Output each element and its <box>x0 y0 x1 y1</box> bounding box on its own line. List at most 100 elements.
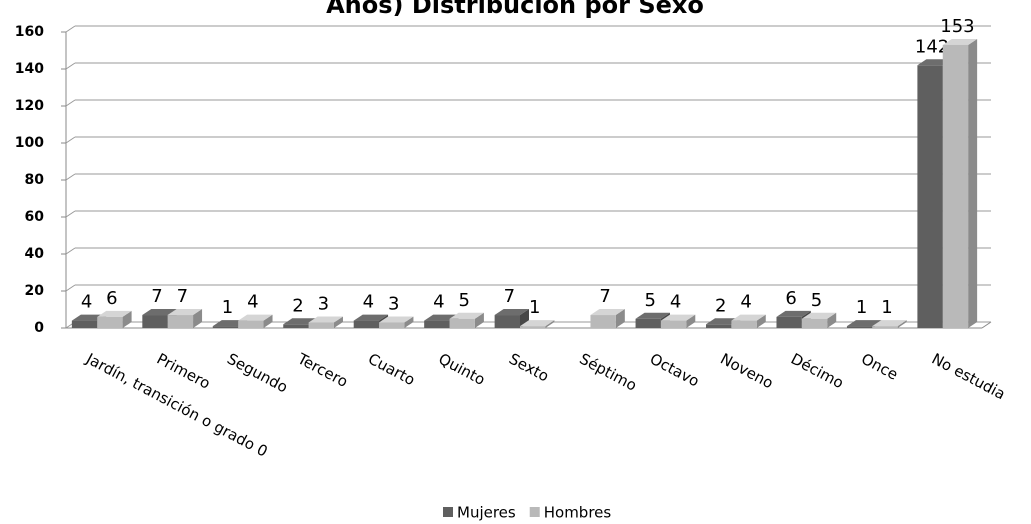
data-label: 5 <box>458 290 469 311</box>
data-label: 142 <box>915 36 949 57</box>
bar <box>167 309 203 328</box>
x-tick-label: Sexto <box>506 350 552 386</box>
bar-top <box>238 314 273 321</box>
data-label: 6 <box>785 288 796 309</box>
data-label: 1 <box>881 297 892 318</box>
bar-side <box>474 312 484 328</box>
data-label: 1 <box>529 297 540 318</box>
bar <box>238 314 273 328</box>
data-label: 7 <box>599 286 610 307</box>
x-tick-label: Octavo <box>647 350 702 391</box>
data-label: 3 <box>318 293 329 314</box>
data-label: 4 <box>363 292 374 313</box>
y-tick-label: 60 <box>25 209 45 225</box>
bar-front <box>449 318 475 328</box>
x-tick-label: Once <box>858 350 901 384</box>
bar-top <box>776 310 811 317</box>
bar-top <box>520 320 555 327</box>
x-tick-label: Tercero <box>294 349 351 391</box>
legend-swatch <box>443 507 453 517</box>
x-tick-label: Noveno <box>717 350 776 393</box>
data-label: 7 <box>177 286 188 307</box>
x-tick-label: Séptimo <box>576 350 639 395</box>
bar-front <box>520 326 546 328</box>
data-label: 2 <box>715 295 726 316</box>
bar-side <box>615 309 625 328</box>
data-label: 4 <box>670 292 681 313</box>
y-tick-label: 140 <box>15 61 44 77</box>
floor-edge <box>981 321 992 329</box>
bar-top <box>590 309 625 316</box>
grid-wall <box>65 25 76 33</box>
y-tick-label: 80 <box>25 172 45 188</box>
bar-front <box>801 318 828 328</box>
data-label: 3 <box>388 293 399 314</box>
bar-top <box>635 312 670 319</box>
bar-top <box>167 309 203 316</box>
data-label: 7 <box>504 286 515 307</box>
data-label: 4 <box>247 292 258 313</box>
grid-wall <box>65 99 76 107</box>
bar-front <box>142 315 168 328</box>
bar-front <box>308 322 334 328</box>
grid-wall <box>65 247 76 255</box>
data-label: 4 <box>740 292 751 313</box>
grid-wall <box>65 210 76 218</box>
grid-wall <box>65 173 76 181</box>
bar-front <box>590 315 616 328</box>
legend-label: Hombres <box>544 504 612 522</box>
data-label: 153 <box>940 16 974 37</box>
data-label: 4 <box>81 292 92 313</box>
bar-side <box>968 38 978 328</box>
data-label: 7 <box>151 286 162 307</box>
bar-side <box>756 314 766 328</box>
bar <box>942 38 978 328</box>
bar <box>590 309 625 328</box>
bar <box>801 312 837 328</box>
bar-front <box>635 318 661 328</box>
x-tick-label: No estudia <box>929 350 1009 404</box>
bar <box>520 320 555 328</box>
bar-front <box>238 320 264 328</box>
bar-front <box>846 326 873 328</box>
bar-top <box>801 312 837 319</box>
grid-wall <box>65 136 76 144</box>
bar-top <box>494 309 529 316</box>
data-label: 4 <box>433 292 444 313</box>
bar <box>308 316 343 328</box>
y-tick-label: 100 <box>15 135 44 151</box>
bar <box>449 312 484 328</box>
bar-front <box>776 316 802 328</box>
bar-top <box>353 314 389 321</box>
bar-side <box>122 310 132 328</box>
bar <box>494 309 529 328</box>
x-tick-label: Décimo <box>788 350 847 393</box>
grid-wall <box>65 284 76 292</box>
legend-label: Mujeres <box>457 504 516 522</box>
bar-front <box>353 320 380 328</box>
bar-top <box>872 320 907 327</box>
chart-title: Años) Distribución por Sexo <box>326 0 704 19</box>
bar-top <box>942 38 978 45</box>
y-tick-label: 0 <box>34 320 44 336</box>
bar <box>660 314 696 328</box>
data-label: 5 <box>645 290 656 311</box>
bar-top <box>308 316 343 323</box>
y-tick-label: 20 <box>25 283 45 299</box>
bar-front <box>212 326 239 328</box>
bar-side <box>333 316 343 328</box>
bar-side <box>897 320 907 328</box>
bar-front <box>167 315 194 328</box>
bar <box>379 316 414 328</box>
y-tick-label: 120 <box>15 98 44 114</box>
bar-top <box>97 310 132 317</box>
bar-top <box>142 309 177 316</box>
bar-side <box>686 314 696 328</box>
bar <box>731 314 766 328</box>
bar-front <box>731 320 757 328</box>
x-tick-label: Segundo <box>224 350 291 397</box>
bar-front <box>97 316 123 328</box>
bar-front <box>706 324 732 328</box>
data-label: 2 <box>292 295 303 316</box>
